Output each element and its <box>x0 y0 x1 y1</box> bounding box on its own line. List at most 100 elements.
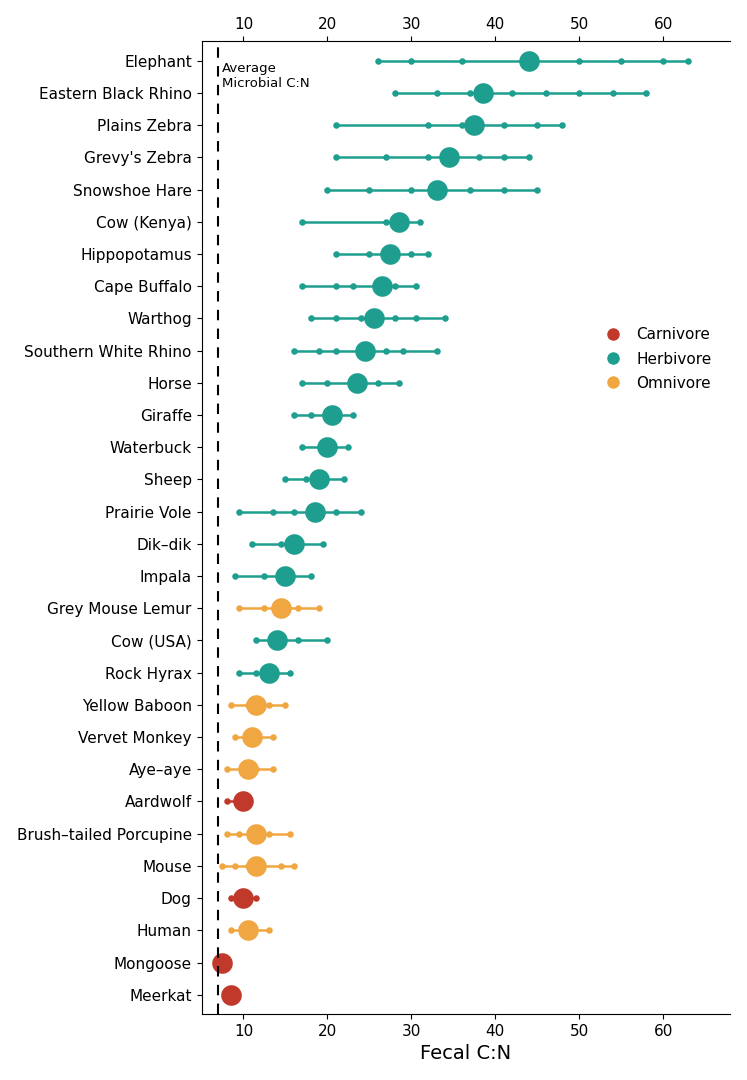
Point <box>430 342 442 360</box>
Point <box>406 181 418 199</box>
Point <box>523 149 535 166</box>
Point <box>229 858 241 875</box>
Point <box>330 503 342 521</box>
Point <box>233 503 245 521</box>
Point <box>242 858 254 875</box>
Point <box>258 567 270 584</box>
Point <box>225 921 237 939</box>
Point <box>279 567 291 584</box>
Point <box>531 181 543 199</box>
Point <box>430 181 442 199</box>
Point <box>359 342 371 360</box>
Point <box>477 84 489 102</box>
Point <box>468 117 480 134</box>
Point <box>539 84 551 102</box>
Point <box>388 310 400 327</box>
Point <box>225 697 237 714</box>
Point <box>263 825 275 842</box>
Point <box>279 471 291 488</box>
Point <box>238 921 249 939</box>
Point <box>250 664 262 681</box>
Point <box>355 310 367 327</box>
Point <box>309 503 320 521</box>
Point <box>376 278 388 295</box>
Point <box>422 117 434 134</box>
Point <box>422 245 434 262</box>
Point <box>267 760 279 778</box>
Point <box>573 84 585 102</box>
Point <box>443 149 455 166</box>
Point <box>321 181 333 199</box>
Point <box>313 342 325 360</box>
Point <box>557 117 568 134</box>
Point <box>330 342 342 360</box>
Point <box>313 599 325 617</box>
Point <box>225 986 237 1003</box>
Point <box>330 278 342 295</box>
Point <box>271 632 283 649</box>
Point <box>376 278 388 295</box>
Point <box>385 245 397 262</box>
Point <box>250 697 262 714</box>
Point <box>250 697 262 714</box>
Point <box>267 728 279 745</box>
Point <box>430 181 442 199</box>
Point <box>233 825 245 842</box>
Point <box>217 954 229 971</box>
Point <box>238 890 249 907</box>
Point <box>456 117 468 134</box>
Point <box>321 374 333 391</box>
Point <box>263 921 275 939</box>
Point <box>258 599 270 617</box>
Point <box>288 406 300 423</box>
Point <box>330 149 342 166</box>
Point <box>397 342 409 360</box>
Point <box>355 503 367 521</box>
Point <box>443 149 455 166</box>
Point <box>263 664 275 681</box>
Point <box>220 793 232 810</box>
Text: Average
Microbial C:N: Average Microbial C:N <box>222 63 309 91</box>
Point <box>351 374 363 391</box>
Point <box>279 697 291 714</box>
Point <box>250 858 262 875</box>
Point <box>351 374 363 391</box>
Point <box>326 406 338 423</box>
Point <box>372 374 384 391</box>
Point <box>498 117 509 134</box>
Point <box>284 825 296 842</box>
Point <box>406 52 418 69</box>
Point <box>263 697 275 714</box>
Point <box>342 438 354 456</box>
Point <box>305 406 317 423</box>
Point <box>468 117 480 134</box>
Point <box>276 599 288 617</box>
Point <box>292 599 304 617</box>
Point <box>271 632 283 649</box>
Point <box>364 245 376 262</box>
Point <box>321 438 333 456</box>
Point <box>347 278 359 295</box>
Point <box>359 342 371 360</box>
Point <box>380 213 392 230</box>
Point <box>305 567 317 584</box>
Point <box>238 890 249 907</box>
Point <box>321 632 333 649</box>
Point <box>368 310 379 327</box>
Point <box>616 52 627 69</box>
Point <box>330 117 342 134</box>
Point <box>321 438 333 456</box>
Point <box>326 406 338 423</box>
Point <box>388 84 400 102</box>
Point <box>607 84 619 102</box>
Point <box>393 374 405 391</box>
Point <box>250 825 262 842</box>
Point <box>250 632 262 649</box>
Point <box>380 149 392 166</box>
Point <box>498 181 509 199</box>
Point <box>473 149 485 166</box>
Point <box>288 503 300 521</box>
Point <box>297 438 309 456</box>
Point <box>422 149 434 166</box>
Point <box>250 760 262 778</box>
